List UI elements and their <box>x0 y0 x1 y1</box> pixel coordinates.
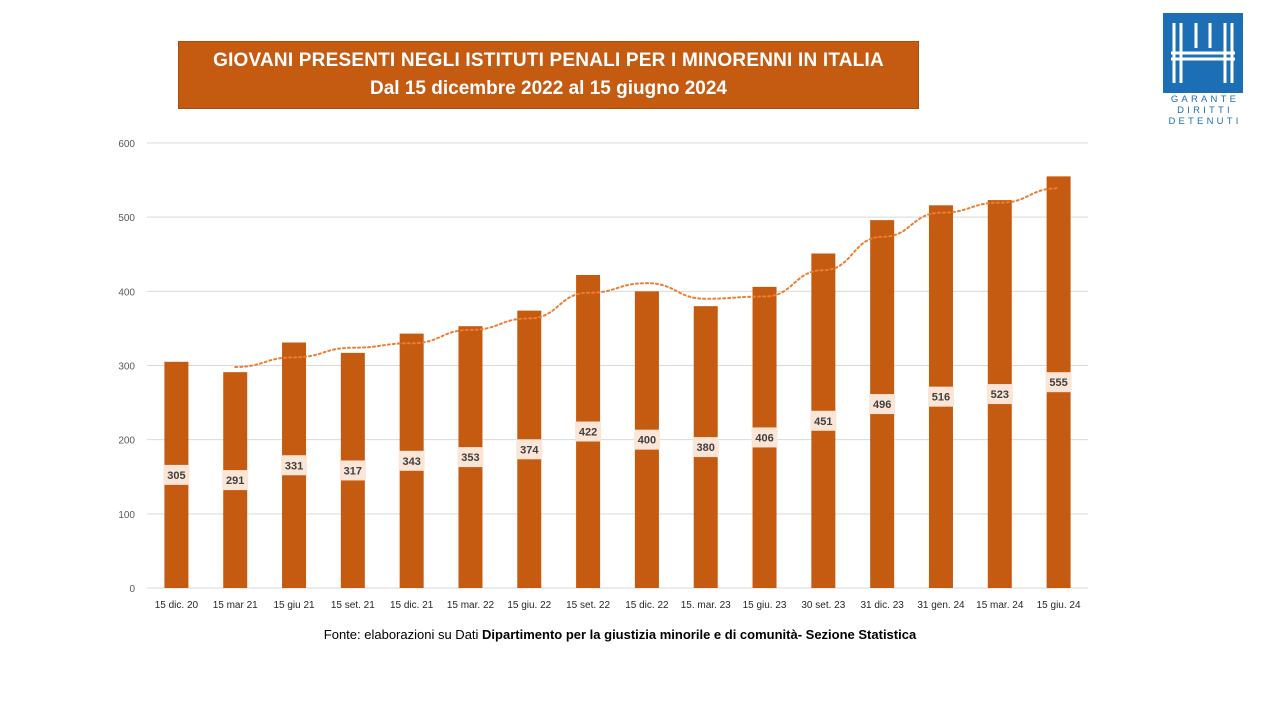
trendline <box>234 187 1060 368</box>
x-tick-label: 15 giu. 23 <box>743 600 787 611</box>
chart-subtitle: Dal 15 dicembre 2022 al 15 giugno 2024 <box>370 78 727 99</box>
data-label-bg <box>398 450 425 471</box>
data-label: 353 <box>461 452 479 464</box>
y-tick-label: 500 <box>118 213 135 224</box>
garante-logo-text-2: DIRITTI <box>1177 105 1233 116</box>
garante-logo-text-1: GARANTE <box>1170 94 1240 105</box>
x-tick-label: 30 set. 23 <box>801 600 845 611</box>
data-label-bg <box>869 394 896 415</box>
garante-logo-text-3: DETENUTI <box>1168 116 1242 127</box>
x-tick-label: 15 dic. 20 <box>155 600 199 611</box>
data-label-bg <box>457 447 484 468</box>
x-tick-label: 15 mar. 24 <box>976 600 1024 611</box>
data-label: 516 <box>932 392 950 404</box>
data-label: 305 <box>167 470 185 482</box>
source-bold: Dipartimento per la giustizia minorile e… <box>482 627 917 642</box>
x-tick-label: 31 gen. 24 <box>917 600 965 611</box>
data-label-bg <box>633 429 660 450</box>
x-tick-label: 15 mar. 22 <box>447 600 495 611</box>
data-label-bg <box>222 470 249 491</box>
data-label: 380 <box>697 442 715 454</box>
x-tick-label: 15 set. 22 <box>566 600 610 611</box>
source-prefix: Fonte: elaborazioni su Dati <box>323 627 483 642</box>
data-label-bg <box>339 460 366 481</box>
data-label: 422 <box>579 427 597 439</box>
y-tick-label: 600 <box>118 139 135 150</box>
data-label: 317 <box>344 465 362 477</box>
source-note: Fonte: elaborazioni su Dati Dipartimento… <box>0 627 1240 642</box>
chart-title-box: GIOVANI PRESENTI NEGLI ISTITUTI PENALI P… <box>178 41 919 109</box>
data-label: 374 <box>520 444 539 456</box>
data-label: 523 <box>991 389 1009 401</box>
data-label: 291 <box>226 475 244 487</box>
x-tick-label: 15 dic. 22 <box>625 600 669 611</box>
y-tick-label: 400 <box>118 287 135 298</box>
y-tick-label: 200 <box>118 436 135 447</box>
data-label-bg <box>516 439 543 460</box>
x-tick-label: 15 giu. 24 <box>1037 600 1081 611</box>
data-label-bg <box>810 410 837 431</box>
data-label-bg <box>986 384 1013 405</box>
data-label-bg <box>281 455 308 476</box>
data-label-bg <box>575 421 602 442</box>
chart-title: GIOVANI PRESENTI NEGLI ISTITUTI PENALI P… <box>213 50 884 71</box>
data-label-bg <box>692 437 719 458</box>
x-tick-label: 15 mar 21 <box>213 600 258 611</box>
x-tick-label: 15 giu. 22 <box>507 600 551 611</box>
data-label: 496 <box>873 399 891 411</box>
data-label-bg <box>1045 372 1072 393</box>
y-tick-label: 300 <box>118 362 135 373</box>
garante-logo-icon <box>1163 13 1243 93</box>
data-label: 331 <box>285 460 303 472</box>
x-tick-label: 31 dic. 23 <box>860 600 904 611</box>
data-label: 555 <box>1049 377 1067 389</box>
x-tick-label: 15. mar. 23 <box>681 600 731 611</box>
x-tick-label: 15 set. 21 <box>331 600 375 611</box>
data-label: 406 <box>755 432 773 444</box>
garante-logo: GARANTE DIRITTI DETENUTI <box>1163 13 1247 126</box>
data-label: 400 <box>638 435 656 447</box>
y-tick-label: 100 <box>118 510 135 521</box>
y-tick-label: 0 <box>129 584 135 595</box>
data-label-bg <box>751 427 778 448</box>
data-label: 451 <box>814 416 832 428</box>
data-label-bg <box>163 464 190 485</box>
x-tick-label: 15 dic. 21 <box>390 600 434 611</box>
x-tick-label: 15 giu 21 <box>273 600 315 611</box>
data-label: 343 <box>402 456 420 468</box>
data-label-bg <box>927 386 954 407</box>
